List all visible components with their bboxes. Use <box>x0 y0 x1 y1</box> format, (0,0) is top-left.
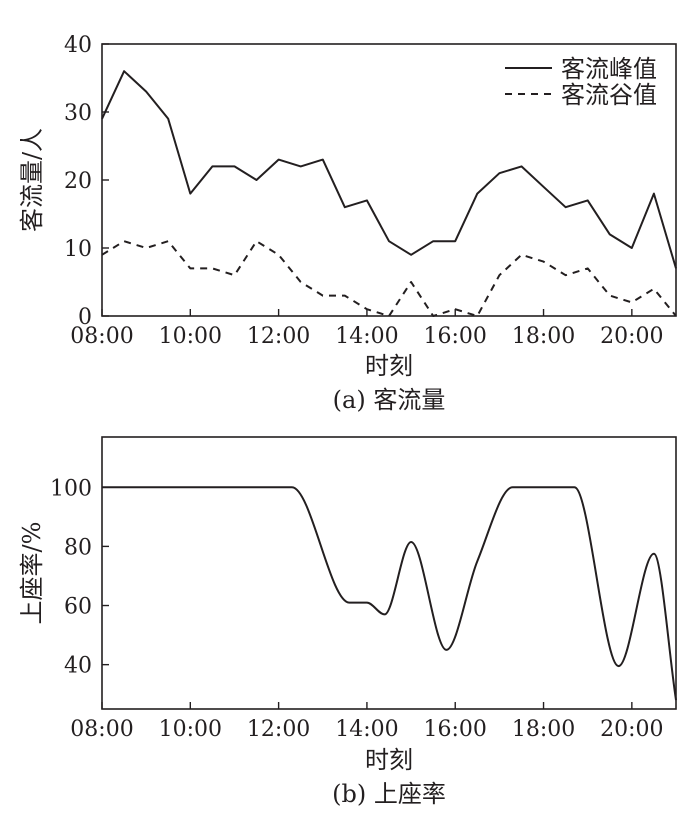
legend-label-valley: 客流谷值 <box>561 81 657 109</box>
y-tick-label: 30 <box>64 101 92 126</box>
chart-b-plot-frame <box>101 436 677 710</box>
chart-a: 0 10 20 30 40 08:00 10:00 12:00 14:00 16:00 18:00… <box>18 33 677 414</box>
x-tick-label: 08:00 <box>70 717 133 742</box>
y-tick-label: 20 <box>64 169 92 194</box>
chart-b-caption: (b) 上座率 <box>332 780 446 808</box>
chart-a-caption: (a) 客流量 <box>333 386 446 414</box>
chart-b: 40 60 80 100 08:00 10:00 12:00 14:00 16:00 18:00… <box>18 436 677 808</box>
chart-a-series <box>101 70 677 317</box>
y-tick-label: 80 <box>64 535 92 560</box>
y-tick-label: 40 <box>64 33 92 58</box>
x-tick-label: 20:00 <box>600 324 663 349</box>
chart-a-y-axis-label: 客流量/人 <box>18 128 46 232</box>
y-tick-label: 100 <box>50 476 92 501</box>
chart-a-plot-frame <box>101 43 677 317</box>
chart-b-x-axis-label: 时刻 <box>365 746 413 774</box>
chart-a-x-axis-label: 时刻 <box>365 352 413 380</box>
legend-label-peak: 客流峰值 <box>561 55 657 83</box>
y-tick-label: 10 <box>64 237 92 262</box>
x-tick-label: 12:00 <box>247 324 310 349</box>
x-tick-label: 14:00 <box>335 324 398 349</box>
chart-b-series <box>102 486 677 701</box>
chart-a-legend: 客流峰值 客流谷值 <box>505 55 657 109</box>
x-tick-label: 08:00 <box>70 324 133 349</box>
y-tick-label: 40 <box>64 654 92 679</box>
x-tick-label: 12:00 <box>247 717 310 742</box>
y-tick-label: 0 <box>78 305 92 330</box>
y-tick-label: 60 <box>64 595 92 620</box>
series-line-peak <box>101 70 677 269</box>
x-tick-label: 10:00 <box>159 717 222 742</box>
chart-b-y-axis-label: 上座率/% <box>18 522 46 625</box>
x-tick-label: 18:00 <box>512 324 575 349</box>
x-tick-label: 16:00 <box>424 324 487 349</box>
chart-a-x-ticks: 08:00 10:00 12:00 14:00 16:00 18:00 20:00 <box>70 309 664 349</box>
chart-b-x-ticks: 08:00 10:00 12:00 14:00 16:00 18:00 20:00 <box>70 702 664 742</box>
x-tick-label: 16:00 <box>424 717 487 742</box>
chart-b-y-ticks: 40 60 80 100 <box>50 476 109 679</box>
x-tick-label: 10:00 <box>159 324 222 349</box>
chart-a-y-ticks: 0 10 20 30 40 <box>64 33 109 330</box>
x-tick-label: 18:00 <box>512 717 575 742</box>
series-line-occupancy <box>102 486 677 701</box>
x-tick-label: 14:00 <box>335 717 398 742</box>
series-line-valley <box>101 240 677 317</box>
x-tick-label: 20:00 <box>600 717 663 742</box>
